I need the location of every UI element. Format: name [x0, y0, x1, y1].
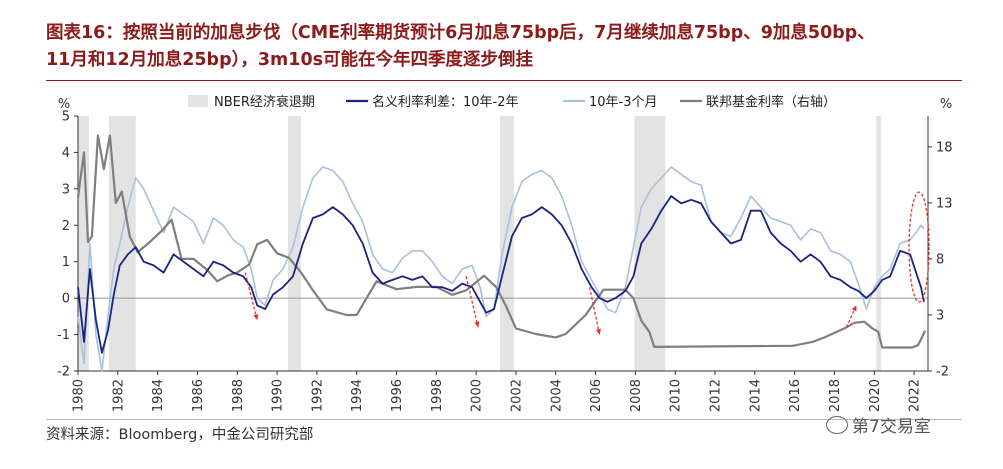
left-tick-label: 0 — [62, 292, 70, 307]
left-tick-label: 1 — [62, 255, 70, 270]
source-divider — [46, 419, 962, 420]
left-tick-label: -1 — [57, 328, 70, 343]
x-tick-label: 2016 — [788, 379, 803, 412]
inversion-arrow-2 — [588, 287, 601, 335]
right-tick-label: 13 — [936, 196, 953, 211]
left-axis-unit: % — [58, 97, 70, 112]
x-tick-label: 1986 — [191, 379, 206, 412]
recession-band-5 — [876, 116, 882, 371]
right-tick-label: -2 — [936, 365, 949, 380]
x-tick-label: 2000 — [470, 379, 485, 412]
x-tick-label: 1982 — [111, 379, 126, 412]
left-tick-label: 4 — [62, 146, 70, 161]
left-tick-label: 2 — [62, 219, 70, 234]
recession-band-4 — [634, 116, 666, 371]
x-tick-label: 1996 — [390, 379, 405, 412]
x-tick-label: 2020 — [868, 379, 883, 412]
left-tick-label: 5 — [62, 110, 70, 125]
x-tick-label: 2012 — [709, 379, 724, 412]
x-tick-label: 1992 — [310, 379, 325, 412]
watermark: 第7交易室 — [826, 412, 931, 437]
x-tick-label: 1994 — [350, 379, 365, 412]
legend-label-2: 10年-3个月 — [589, 95, 658, 110]
right-axis-unit: % — [940, 97, 952, 112]
x-tick-label: 2018 — [828, 379, 843, 412]
x-tick-label: 2008 — [629, 379, 644, 412]
chart-title-line-2: 11月和12月加息25bp），3m10s可能在今年四季度逐步倒挂 — [46, 50, 534, 70]
title-divider — [46, 80, 962, 81]
x-tick-label: 1988 — [231, 379, 246, 412]
x-tick-label: 2022 — [908, 379, 923, 412]
legend-label-0: NBER经济衰退期 — [214, 94, 315, 110]
x-tick-label: 1984 — [151, 379, 166, 412]
recession-band-3 — [500, 116, 514, 371]
legend-swatch-0 — [188, 95, 208, 107]
chart-title: 图表16：按照当前的加息步伐（CME利率期货预计6月加息75bp后，7月继续加息… — [46, 20, 986, 74]
x-tick-label: 2006 — [589, 379, 604, 412]
x-tick-label: 1990 — [271, 379, 286, 412]
inversion-arrowhead-2 — [595, 328, 601, 335]
wechat-icon — [826, 416, 848, 434]
inversion-arrowhead-3 — [851, 305, 857, 312]
inversion-arrowhead-1 — [474, 321, 480, 328]
x-tick-label: 2002 — [509, 379, 524, 412]
watermark-text: 第7交易室 — [852, 417, 931, 437]
x-tick-label: 1980 — [72, 379, 87, 412]
legend-label-1: 名义利率利差：10年-2年 — [372, 94, 519, 110]
recession-band-0 — [78, 116, 89, 371]
x-tick-label: 1998 — [430, 379, 445, 412]
right-tick-label: 8 — [936, 252, 944, 267]
x-tick-label: 2014 — [748, 379, 763, 412]
inversion-arrowhead-0 — [253, 314, 259, 320]
x-tick-label: 2010 — [669, 379, 684, 412]
right-tick-label: 18 — [936, 140, 953, 155]
x-tick-label: 2004 — [549, 379, 564, 412]
chart-title-line-1: 图表16：按照当前的加息步伐（CME利率期货预计6月加息75bp后，7月继续加息… — [46, 23, 875, 43]
series-line-1 — [76, 134, 927, 349]
left-tick-label: -2 — [57, 365, 70, 380]
inversion-arrow-1 — [465, 276, 479, 328]
left-tick-label: 3 — [62, 182, 70, 197]
legend-label-3: 联邦基金利率（右轴） — [706, 94, 836, 110]
recession-band-1 — [108, 116, 136, 371]
highlight-ellipse — [908, 191, 930, 303]
source-note: 资料来源：Bloomberg，中金公司研究部 — [46, 427, 314, 443]
right-tick-label: 3 — [936, 308, 944, 323]
inversion-arrow-0 — [244, 272, 258, 321]
series-line-2 — [77, 195, 925, 354]
